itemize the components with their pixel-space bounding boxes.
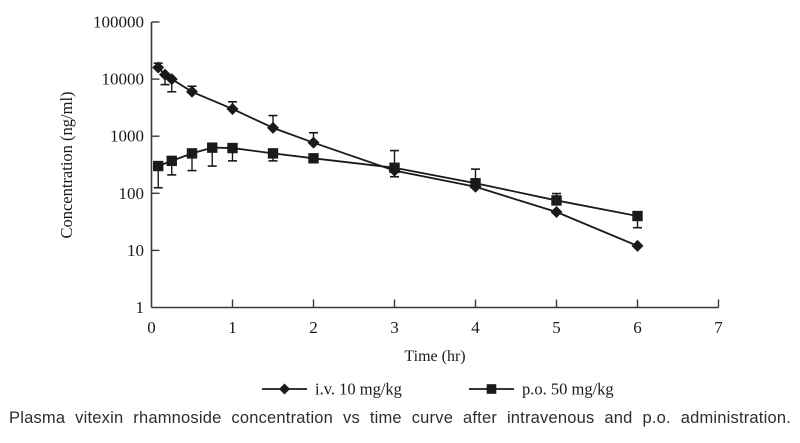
figure-caption: Plasma vitexin rhamnoside concentration … [9,409,791,427]
chart-text: 1000 [110,127,144,146]
data-point-marker-square [207,142,218,153]
data-point-marker-diamond [550,206,563,219]
axis-titles: Time (hr) Concentration (ng/ml) [57,91,466,365]
chart-text: 5 [552,318,561,337]
legend-label: p.o. 50 mg/kg [522,380,614,399]
data-point-marker-square [486,384,497,394]
x-axis-ticks: 0 1 2 3 4 5 6 7 [147,299,723,337]
data-point-marker-diamond [165,73,178,86]
data-point-marker-diamond [226,102,239,115]
data-point-marker-square [389,162,400,173]
chart-text: 1 [228,318,237,337]
chart-text: 1 [136,298,145,317]
data-point-marker-square [632,210,643,222]
chart-text: 0 [147,318,156,337]
chart-text: 100000 [93,13,144,32]
data-point-marker-diamond [186,85,198,98]
chart-text: Concentration (ng/ml) [57,91,76,238]
data-point-marker-square [308,153,319,164]
data-point-marker-square [227,142,238,154]
data-point-marker-square [551,195,562,206]
data-point-marker-square [470,178,481,189]
legend: i.v. 10 mg/kg p.o. 50 mg/kg [262,380,614,399]
chart-text: 10000 [102,70,145,89]
chart-text: 3 [390,318,399,337]
data-point-marker-square [267,148,279,159]
data-point-marker-diamond [279,383,290,395]
chart-text: 2 [309,318,318,337]
data-point-marker-diamond [631,239,644,252]
chart-text: 10 [127,241,144,260]
series-po [153,142,643,229]
series-iv [152,61,644,252]
axes [150,22,719,309]
data-point-marker-diamond [267,121,279,134]
chart-text: 6 [633,318,642,337]
y-axis-ticks: 1 10 100 1000 10000 100000 [93,13,160,317]
data-point-marker-square [186,148,198,159]
chart-text: 100 [119,184,145,203]
chart-text: 4 [471,318,480,337]
data-point-marker-square [153,160,164,172]
legend-label: i.v. 10 mg/kg [315,380,402,399]
chart-text: 7 [714,318,723,337]
data-point-marker-diamond [152,61,165,74]
chart-text: Time (hr) [404,348,465,365]
data-point-marker-diamond [307,136,320,149]
data-point-marker-square [166,155,177,167]
